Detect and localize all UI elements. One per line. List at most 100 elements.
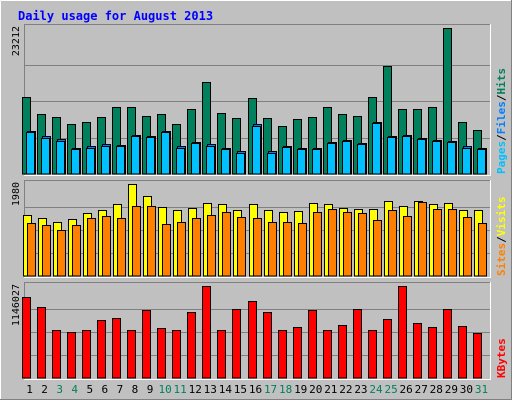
bar-sites-day-29: [448, 209, 457, 277]
panel-visits-sites: 1980 Sites/Visits: [11, 180, 508, 278]
y-max-label: 1980: [11, 182, 22, 206]
bar-kbytes-day-24: [368, 330, 377, 379]
legend: Pages/Files/Hits: [495, 68, 508, 174]
x-label-day-29: 29: [445, 383, 458, 396]
bar-pages-day-21: [327, 143, 336, 175]
bar-sites-day-13: [207, 215, 216, 277]
bar-sites-day-1: [27, 223, 36, 277]
bar-kbytes-day-1: [22, 297, 31, 379]
bar-sites-day-16: [253, 218, 262, 277]
bar-sites-day-25: [388, 210, 397, 277]
bar-kbytes-day-21: [323, 330, 332, 379]
bar-kbytes-day-18: [278, 330, 287, 379]
bar-pages-day-19: [297, 149, 306, 175]
bar-pages-day-27: [417, 139, 426, 175]
legend-item: KBytes: [495, 338, 508, 378]
bar-kbytes-day-16: [248, 301, 257, 379]
legend-item: /: [495, 236, 508, 243]
bar-pages-day-3: [56, 141, 65, 175]
x-label-day-22: 22: [339, 383, 352, 396]
x-label-day-26: 26: [400, 383, 413, 396]
bar-sites-day-4: [72, 225, 81, 277]
x-label-day-8: 8: [132, 383, 139, 396]
bar-kbytes-day-2: [37, 307, 46, 379]
bar-sites-day-17: [268, 222, 277, 277]
bar-kbytes-day-11: [172, 330, 181, 379]
bar-sites-day-7: [117, 218, 126, 277]
chart-title: Daily usage for August 2013: [18, 9, 213, 23]
x-label-day-14: 14: [219, 383, 233, 396]
x-label-day-2: 2: [41, 383, 48, 396]
bar-sites-day-9: [147, 206, 156, 277]
x-label-day-19: 19: [294, 383, 307, 396]
x-label-day-30: 30: [460, 383, 473, 396]
bar-pages-day-6: [101, 146, 110, 175]
bar-pages-day-8: [131, 136, 140, 175]
bar-sites-day-28: [433, 209, 442, 277]
bar-pages-day-20: [312, 149, 321, 175]
bar-pages-day-1: [26, 132, 35, 175]
bar-kbytes-day-29: [443, 309, 452, 379]
x-label-day-9: 9: [147, 383, 154, 396]
x-label-day-11: 11: [174, 383, 187, 396]
bar-pages-day-23: [357, 144, 366, 175]
x-axis-labels: 1 2 3 4 5 6 7 8 9 10 11 12 13 14 15 16 17 18 19 20 21 22 23 24 2…: [26, 383, 488, 396]
y-max-label: 23212: [11, 26, 22, 56]
bar-pages-day-7: [116, 146, 125, 175]
bar-sites-day-26: [403, 216, 412, 277]
x-label-day-18: 18: [279, 383, 292, 396]
bar-sites-day-8: [132, 206, 141, 277]
legend-item: Sites: [495, 243, 508, 276]
bar-pages-day-31: [477, 149, 486, 175]
bar-sites-day-3: [57, 230, 66, 277]
bar-kbytes-day-5: [82, 330, 91, 379]
x-label-day-16: 16: [249, 383, 262, 396]
bar-sites-day-18: [283, 222, 292, 277]
bar-pages-day-15: [236, 153, 245, 175]
x-label-day-25: 25: [384, 383, 397, 396]
bar-sites-day-15: [237, 217, 246, 277]
x-label-day-4: 4: [71, 383, 78, 396]
bar-kbytes-day-12: [187, 312, 196, 379]
x-label-day-24: 24: [369, 383, 383, 396]
x-label-day-17: 17: [264, 383, 277, 396]
legend-item: Hits: [495, 68, 508, 95]
x-label-day-20: 20: [309, 383, 322, 396]
bar-pages-day-30: [462, 148, 471, 175]
x-label-day-3: 3: [56, 383, 63, 396]
bar-pages-day-25: [387, 137, 396, 175]
bar-kbytes-day-13: [202, 286, 211, 379]
bar-pages-day-17: [267, 153, 276, 175]
bar-pages-day-26: [402, 136, 411, 175]
legend-item: /: [495, 134, 508, 141]
bar-kbytes-day-6: [97, 320, 106, 379]
x-label-day-13: 13: [204, 383, 217, 396]
bar-pages-day-12: [191, 143, 200, 175]
bar-sites-day-10: [162, 224, 171, 277]
bar-pages-day-2: [41, 138, 50, 175]
bar-kbytes-day-19: [293, 327, 302, 379]
bar-pages-day-10: [161, 132, 170, 175]
bar-kbytes-day-31: [473, 333, 482, 379]
chart-panels: 23212Pages/Files/Hits1980Sites/Visits114…: [11, 24, 508, 380]
bar-pages-day-29: [447, 142, 456, 175]
bar-kbytes-day-28: [428, 327, 437, 379]
bar-sites-day-24: [373, 220, 382, 277]
bar-sites-day-31: [478, 223, 487, 277]
legend-item: /: [495, 94, 508, 101]
bar-kbytes-day-22: [338, 325, 347, 379]
bar-sites-day-2: [42, 225, 51, 277]
bar-pages-day-16: [252, 126, 261, 175]
bar-sites-day-23: [358, 213, 367, 277]
bar-sites-day-6: [102, 216, 111, 277]
bar-pages-day-28: [432, 141, 441, 175]
bar-kbytes-day-4: [67, 332, 76, 379]
bar-pages-day-18: [282, 147, 291, 175]
bar-kbytes-day-27: [413, 323, 422, 379]
x-label-day-15: 15: [234, 383, 247, 396]
bar-kbytes-day-30: [458, 326, 467, 379]
bar-sites-day-27: [418, 202, 427, 277]
bar-pages-day-4: [71, 149, 80, 175]
